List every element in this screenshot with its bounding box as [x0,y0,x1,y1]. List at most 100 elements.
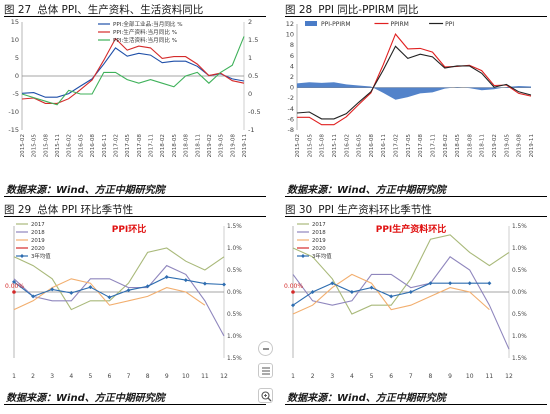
legend-label: 2018 [312,230,326,236]
x-tick-label: 12 [505,373,513,380]
data-point-marker [408,290,413,294]
series-line [13,247,225,311]
area-series-ppi-ppirm [297,82,531,100]
y-tick-label: 0.5% [512,312,527,318]
y-tick-label: 0.0% [227,290,242,296]
x-tick-label: 10 [466,373,474,380]
x-tick-label: 2016-11 [102,134,108,158]
y-tick-label: 10 [286,31,294,39]
x-tick-label: 2015-11 [55,134,61,158]
y-tick-label: -6 [288,115,294,123]
data-point-marker [12,279,16,284]
y2-tick-label: 0 [248,90,252,98]
data-point-marker [291,290,295,294]
source-underline [4,196,266,197]
data-point-marker [31,294,36,299]
legend-label: 3年均值 [31,252,51,260]
series-line [292,234,510,315]
y2-tick-label: -0.5 [248,108,261,116]
data-point-marker [369,285,374,290]
legend-label: 2019 [312,238,326,244]
data-point-marker [50,287,55,292]
x-tick-label: 10 [182,373,190,380]
x-tick-label: 1 [12,373,16,380]
data-point-marker [389,294,394,299]
figure-27-title: 图 27 总体 PPI、生产资料、生活资料同比 [4,4,204,16]
wrap-layout-icon [262,367,270,375]
x-tick-label: 6 [389,373,393,380]
legend-marker [301,254,305,258]
x-tick-label: 2018-08 [184,134,190,158]
x-tick-label: 2017-11 [430,134,436,158]
y-tick-label: 0.0% [512,290,527,296]
x-tick-label: 2018-05 [172,134,178,158]
magnify-plus-icon [261,391,272,402]
x-tick-label: 2016-08 [369,134,375,158]
y-tick-label: -10 [8,108,19,116]
layout-options-button[interactable] [258,363,273,378]
x-tick-label: 2018-08 [467,134,473,158]
legend-label: PPI:全部工业品:当月同比 % [113,20,183,28]
y-tick-label: 0.5% [512,268,527,274]
y-tick-label: 0 [15,72,19,80]
y-tick-label: 1.5% [227,356,242,362]
x-tick-label: 9 [448,373,452,380]
data-point-marker [349,290,354,294]
x-tick-label: 2015-02 [295,134,301,157]
y-tick-label: 0.5% [227,312,242,318]
series-line [292,273,490,315]
series-line [21,36,245,106]
x-tick-label: 2 [31,373,35,380]
y-tick-label: 8 [290,41,294,49]
y-tick-label: 0 [290,84,294,92]
data-point-marker [145,284,150,289]
x-tick-label: 2019-05 [219,134,225,158]
x-tick-label: 2018-11 [480,134,486,158]
legend-label: PPIRM [390,21,408,28]
legend-marker [20,254,24,258]
x-tick-label: 2018-02 [443,134,449,157]
source-underline [285,404,547,405]
x-tick-label: 2015-08 [320,134,326,158]
legend-label: 2020 [31,246,45,252]
legend-label: PPI:生活资料:当月同比 % [113,36,177,44]
chart-producer-goods-mom-seasonality: 1.5%1.0%0.5%0.0%0.5%1.0%1.5%1 2 3 4 5 6 7 8 9 10 1… [284,222,527,380]
legend-label: PPI-PPIRM [321,21,351,28]
x-tick-label: 2016-05 [357,134,363,158]
y-tick-label: 0.5% [227,268,242,274]
legend-label: 2018 [31,230,45,236]
legend-label: 2017 [312,222,326,228]
y-tick-label: -8 [288,126,294,134]
x-tick-label: 7 [127,373,131,380]
data-point-marker [448,281,453,286]
y-tick-label: 1.5% [512,356,527,362]
y-tick-label: 4 [290,62,294,70]
series-line [13,264,225,337]
y2-tick-label: 0.5 [248,72,258,80]
data-point-marker [222,282,226,287]
zoom-out-button[interactable] [258,341,273,356]
y2-tick-label: 1.5 [248,36,258,44]
data-point-marker [69,290,74,295]
x-tick-label: 2015-05 [32,134,38,158]
legend-label: 2017 [31,222,45,228]
minus-circle-icon [263,348,269,350]
x-tick-label: 1 [291,373,295,380]
x-tick-label: 6 [108,373,112,380]
x-tick-label: 2018-02 [160,134,166,157]
y-tick-label: -2 [288,94,294,102]
x-tick-label: 2016-08 [90,134,96,158]
x-tick-label: 4 [69,373,73,380]
chart-ppi-yoy: -15 -10 -5 0 5 10 15 -1 -0.5 0 0.5 1 1.5 2 2015-02 2015… [8,18,261,158]
data-point-marker [126,288,131,293]
source-note: 数据来源：Wind、方正中期研究院 [6,393,165,404]
x-tick-label: 2015-02 [20,134,26,157]
x-tick-label: 2017-08 [418,134,424,158]
source-underline [4,404,266,405]
zoom-in-button[interactable] [258,388,273,403]
data-point-marker [330,281,335,286]
x-tick-label: 2018-11 [195,134,201,158]
x-tick-label: 12 [220,373,228,380]
y-tick-label: 6 [290,52,294,60]
source-note: 数据来源：Wind、方正中期研究院 [6,185,165,196]
